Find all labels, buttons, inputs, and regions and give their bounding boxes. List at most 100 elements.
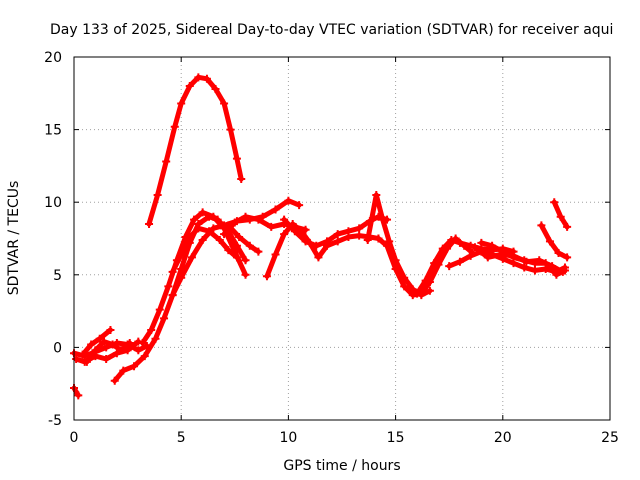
data-point (209, 212, 218, 221)
data-point (425, 286, 434, 295)
data-point (235, 233, 244, 242)
chart-title: Day 133 of 2025, Sidereal Day-to-day VTE… (50, 22, 613, 38)
data-point (145, 219, 154, 228)
y-tick-label: 0 (53, 340, 62, 356)
data-point (185, 233, 194, 242)
data-point (119, 366, 128, 375)
data-point (455, 238, 464, 247)
x-tick-label: 5 (177, 430, 186, 446)
data-point (232, 253, 241, 262)
data-point (284, 196, 293, 205)
data-point (522, 257, 531, 266)
series-line-track-j (170, 198, 302, 298)
data-point (106, 325, 115, 334)
series-line-track-i (170, 225, 240, 275)
data-point (445, 262, 454, 271)
data-point (224, 221, 233, 230)
data-point (194, 73, 203, 82)
data-point (271, 205, 280, 214)
data-point (271, 250, 280, 259)
data-point (374, 234, 383, 243)
x-tick-label: 15 (387, 430, 405, 446)
data-point (185, 82, 194, 91)
data-point (140, 352, 149, 361)
data-point (333, 237, 342, 246)
data-point (241, 256, 250, 265)
data-point (400, 282, 409, 291)
data-point (378, 215, 387, 224)
y-tick-label: 20 (44, 50, 62, 66)
data-point (177, 99, 186, 108)
data-point (333, 230, 342, 239)
data-point (226, 125, 235, 134)
data-point (168, 291, 177, 300)
data-point (177, 273, 186, 282)
y-tick-label: -5 (48, 413, 62, 429)
y-axis-label: SDTVAR / TECUs (6, 181, 22, 296)
data-point (312, 241, 321, 250)
data-point (552, 270, 561, 279)
data-point (455, 257, 464, 266)
data-point (550, 198, 559, 207)
data-point (355, 231, 364, 240)
data-point (102, 355, 111, 364)
data-point (245, 241, 254, 250)
ticks: 0 5 10 15 20 25 -5 0 5 10 15 20 (44, 50, 619, 446)
grid (74, 57, 610, 420)
y-tick-label: 15 (44, 123, 62, 139)
data-point (295, 201, 304, 210)
data-point (162, 157, 171, 166)
data-point (134, 346, 143, 355)
data-point (483, 253, 492, 262)
data-point (153, 190, 162, 199)
x-tick-label: 20 (494, 430, 512, 446)
data-point (314, 253, 323, 262)
data-point (496, 250, 505, 259)
data-point (160, 314, 169, 323)
data-point (177, 250, 186, 259)
data-point (211, 84, 220, 93)
data-point (520, 263, 529, 272)
data-point (470, 243, 479, 252)
data-point (301, 237, 310, 246)
data-point (488, 241, 497, 250)
data-point (430, 259, 439, 268)
data-point (198, 208, 207, 217)
x-tick-label: 10 (279, 430, 297, 446)
data-point (237, 174, 246, 183)
data-point (548, 262, 557, 271)
data-point (545, 237, 554, 246)
data-point (372, 190, 381, 199)
data-point (383, 241, 392, 250)
series-line-track-l (225, 222, 261, 255)
data-point (262, 272, 271, 281)
data-point (170, 122, 179, 131)
data-point (477, 238, 486, 247)
data-point (155, 305, 164, 314)
data-point (391, 264, 400, 273)
y-tick-label: 10 (44, 195, 62, 211)
series-layer (70, 73, 572, 400)
data-point (125, 339, 134, 348)
data-point (220, 230, 229, 239)
data-point (421, 276, 430, 285)
series-line-track-e (84, 339, 133, 365)
data-point (194, 224, 203, 233)
data-point (509, 251, 518, 260)
data-point (190, 215, 199, 224)
data-point (535, 256, 544, 265)
data-point (241, 212, 250, 221)
data-point (130, 362, 139, 371)
data-point (209, 224, 218, 233)
data-point (447, 235, 456, 244)
data-point (280, 230, 289, 239)
data-point (112, 349, 121, 358)
data-point (108, 340, 117, 349)
data-point (74, 391, 83, 400)
data-point (563, 253, 572, 262)
data-point (78, 350, 87, 359)
data-point (138, 339, 147, 348)
data-point (164, 282, 173, 291)
